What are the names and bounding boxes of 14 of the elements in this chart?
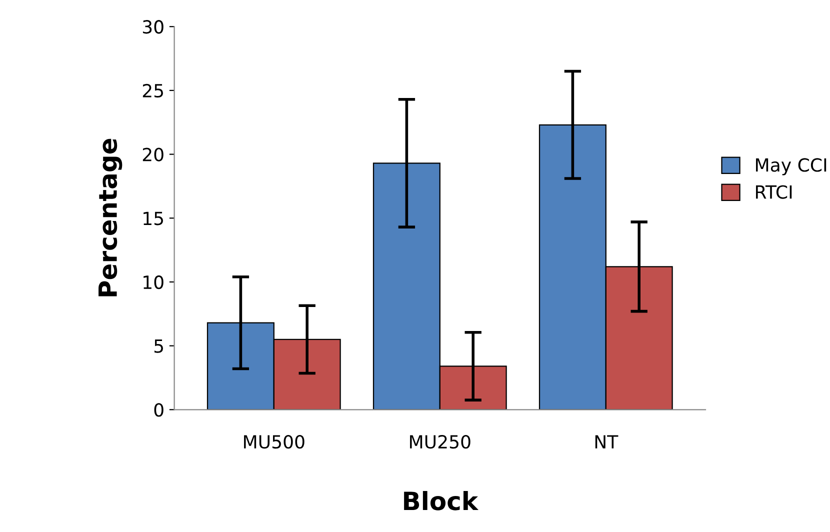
y-tick-label: 0 xyxy=(154,403,164,417)
legend-label: RTCI xyxy=(756,185,792,199)
x-tick-label: NT xyxy=(595,435,618,448)
legend-label: May CCI xyxy=(756,158,826,176)
y-tick-label: 10 xyxy=(144,275,164,290)
y-tick-label: 25 xyxy=(142,84,163,98)
y-tick-label: 30 xyxy=(142,20,164,34)
y-tick-label: 20 xyxy=(142,148,164,162)
y-tick-label: 5 xyxy=(154,339,163,353)
x-axis-title: Block xyxy=(404,491,478,510)
x-tick-label: MU500 xyxy=(244,434,304,449)
x-tick-label: MU250 xyxy=(410,434,470,449)
y-tick-label: 15 xyxy=(144,212,163,226)
y-axis-title: Percentage xyxy=(98,138,122,296)
